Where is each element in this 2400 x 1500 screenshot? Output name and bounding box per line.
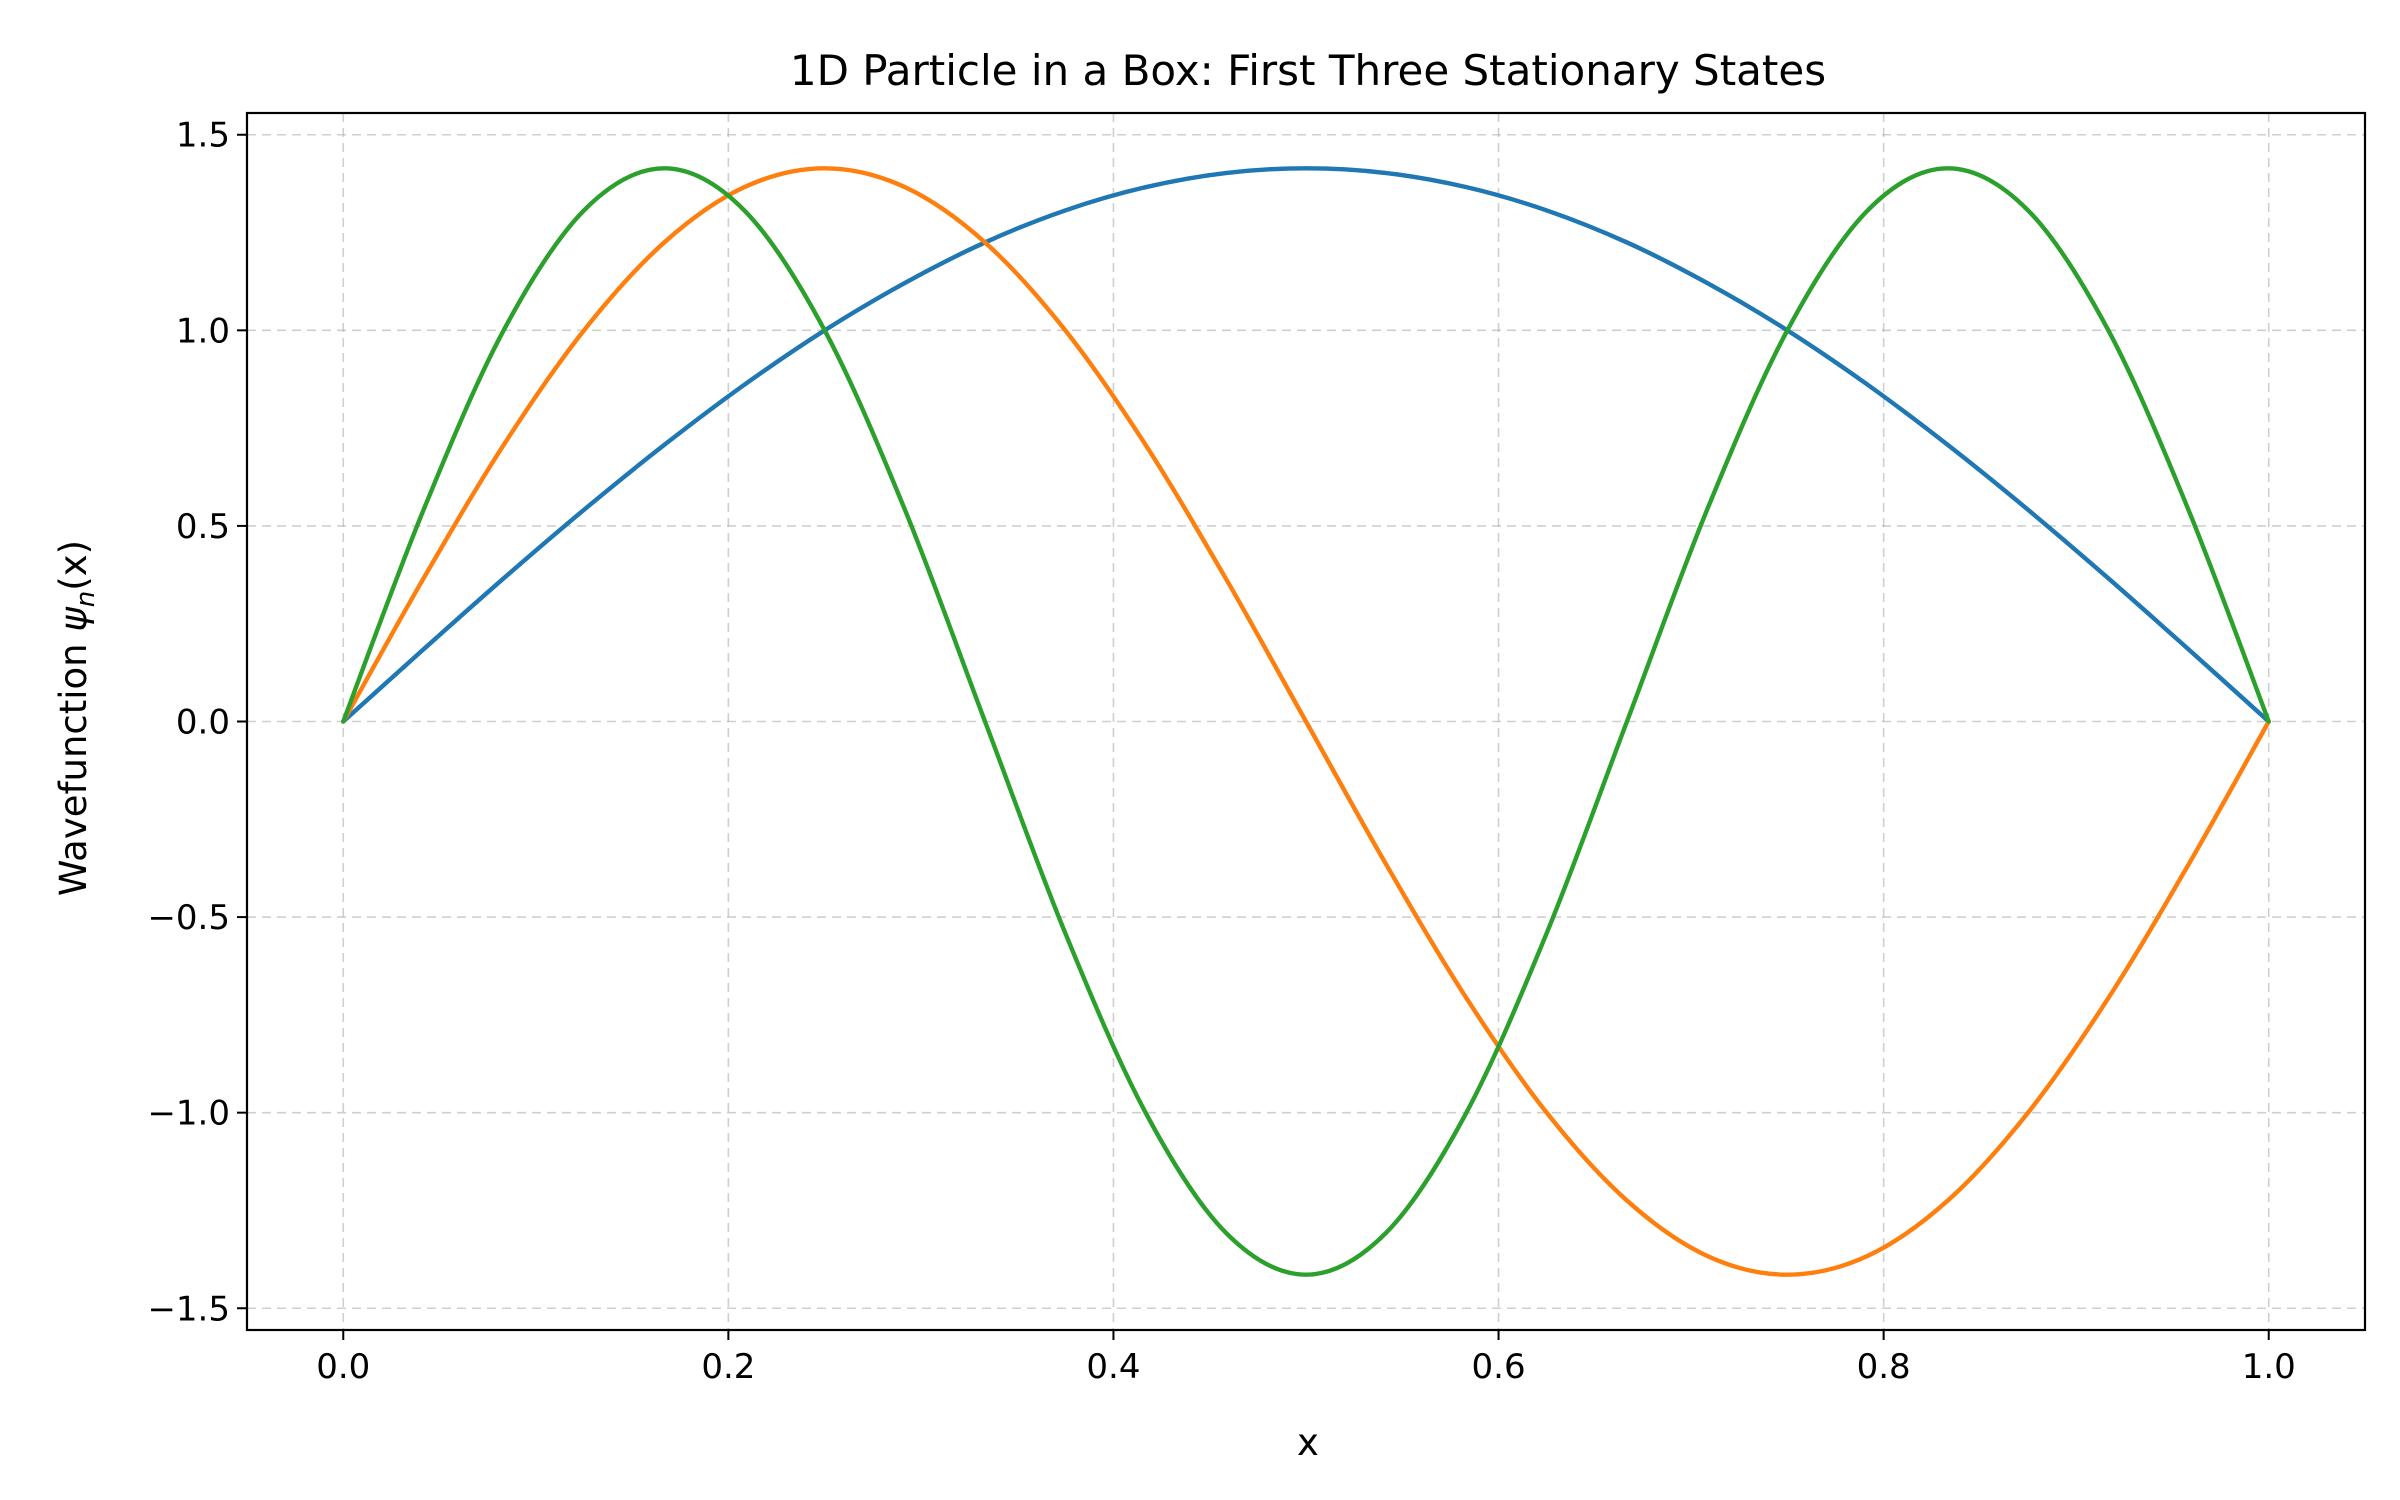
x-tick-label: 0.0: [316, 1347, 370, 1387]
series-lines: [341, 166, 2271, 1277]
x-axis-label: x: [1297, 1421, 1319, 1464]
series-line-n2: [341, 166, 2271, 1277]
axis-ticks: 0.0 0.2 0.4 0.6 0.8 1.0 1.5 1.0 0.5 0.0 −0.5 −1.0 −1…: [147, 116, 2295, 1387]
x-tick-label: 0.8: [1857, 1347, 1911, 1387]
chart-title: 1D Particle in a Box: First Three Statio…: [790, 46, 1826, 95]
y-tick-label: 0.0: [176, 703, 230, 743]
series-line-n1: [341, 166, 2271, 724]
x-tick-label: 0.6: [1472, 1347, 1526, 1387]
y-axis-label-text: Wavefunction: [52, 632, 95, 896]
y-axis-label-psi: ψ: [52, 607, 95, 632]
grid-lines: [247, 113, 2365, 1330]
x-tick-label: 1.0: [2242, 1347, 2296, 1387]
y-tick-label: 0.5: [176, 507, 230, 547]
y-tick-label: 1.5: [176, 116, 230, 156]
y-tick-label: −1.5: [147, 1289, 230, 1329]
y-axis-label-argument: (x): [52, 540, 95, 591]
x-tick-label: 0.2: [701, 1347, 755, 1387]
y-axis-label-subscript: n: [71, 591, 101, 607]
y-axis-label: Wavefunction ψn(x): [52, 540, 101, 896]
y-tick-label: 1.0: [176, 311, 230, 351]
y-tick-label: −1.0: [147, 1094, 230, 1134]
y-tick-label: −0.5: [147, 898, 230, 938]
series-line-n3: [341, 166, 2271, 1277]
x-tick-label: 0.4: [1086, 1347, 1140, 1387]
